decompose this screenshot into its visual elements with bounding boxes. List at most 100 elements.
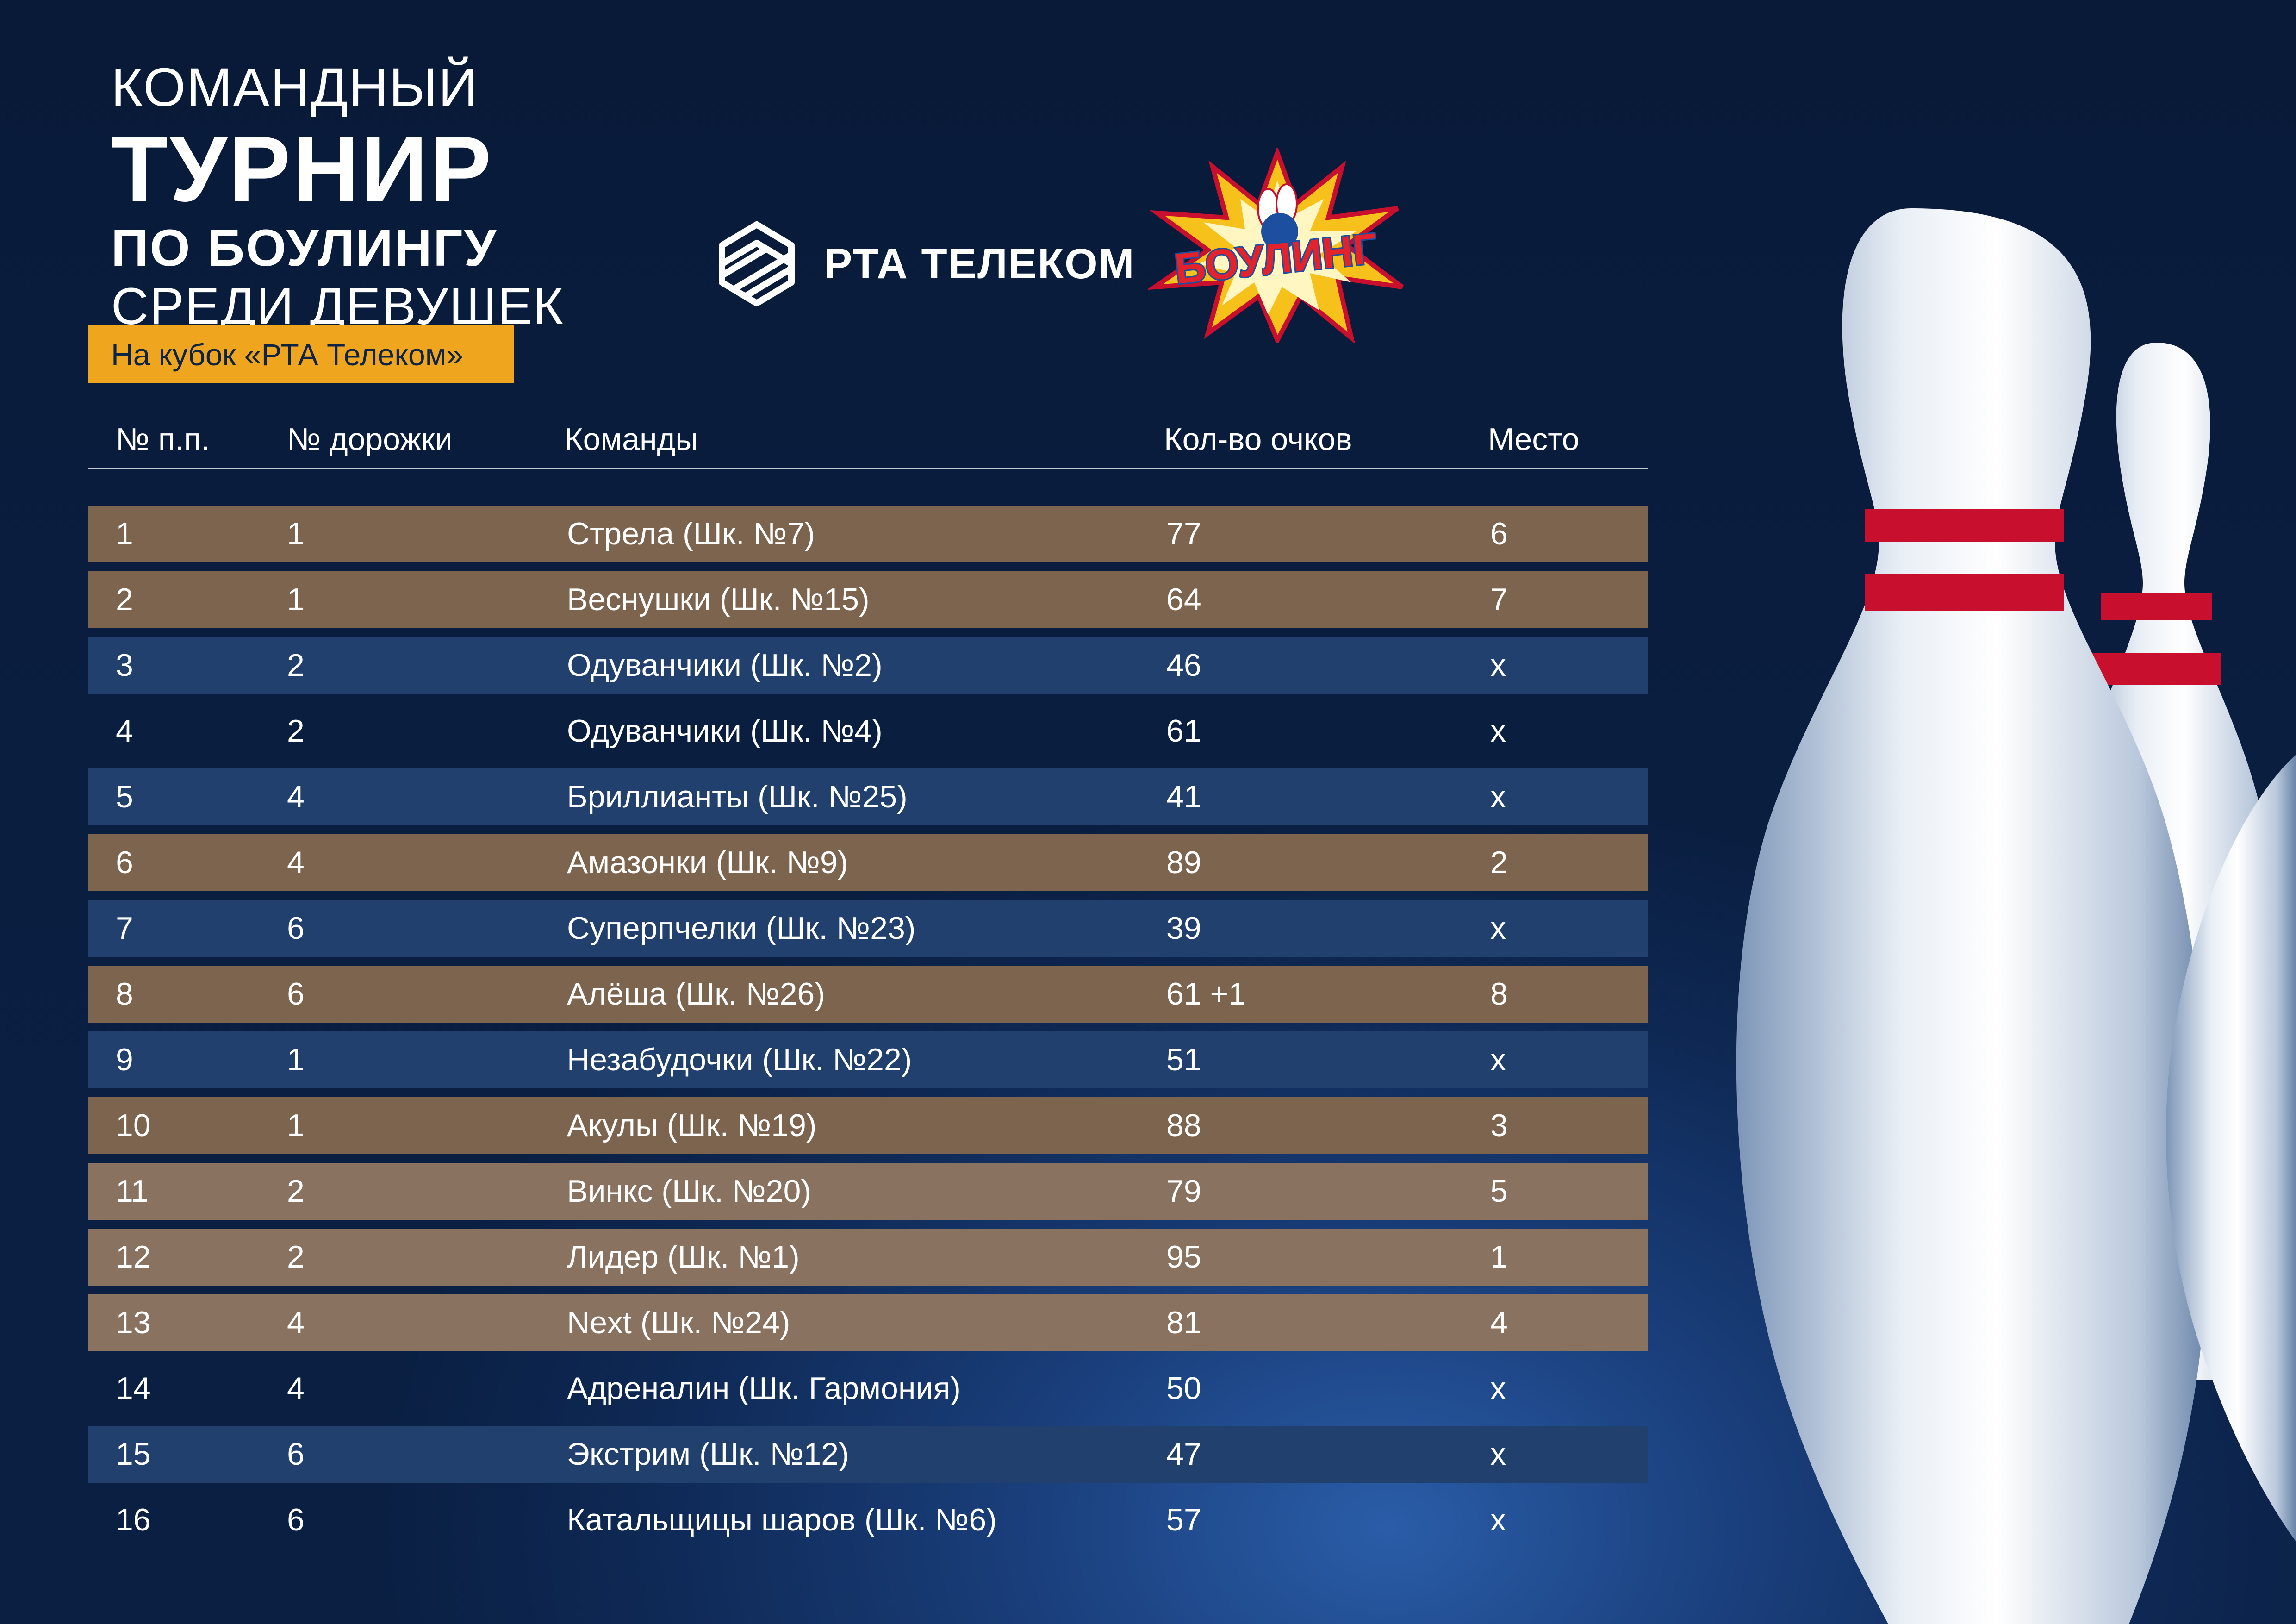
cell-team: Экстрим (Шк. №12) <box>567 1437 849 1472</box>
cell-points: 39 <box>1166 911 1201 946</box>
table-row: 12 2 Лидер (Шк. №1) 95 1 <box>88 1229 1648 1286</box>
cell-lane: 2 <box>287 648 305 683</box>
cell-points: 61 <box>1166 713 1201 749</box>
cell-points: 89 <box>1166 845 1201 880</box>
cell-points: 79 <box>1166 1174 1201 1209</box>
table-row: 13 4 Next (Шк. №24) 81 4 <box>88 1294 1648 1351</box>
bowling-logo-icon: БОУЛИНГ <box>1148 148 1404 343</box>
title-line-4: среди девушек <box>111 277 565 335</box>
cell-place: 7 <box>1490 582 1508 617</box>
cell-place: х <box>1490 1437 1506 1472</box>
cell-team: Катальщицы шаров (Шк. №6) <box>567 1502 997 1537</box>
header-team: Команды <box>565 422 698 457</box>
cell-place: 1 <box>1490 1239 1508 1274</box>
cell-lane: 2 <box>287 1174 305 1209</box>
front-pin <box>1736 208 2209 1624</box>
table-row: 8 6 Алёша (Шк. №26) 61 +1 8 <box>88 966 1648 1023</box>
cell-team: Алёша (Шк. №26) <box>567 976 825 1012</box>
cell-lane: 2 <box>287 1239 305 1274</box>
cell-lane: 1 <box>287 582 305 617</box>
table-row: 6 4 Амазонки (Шк. №9) 89 2 <box>88 834 1648 891</box>
cell-place: 6 <box>1490 516 1508 551</box>
cell-num: 14 <box>116 1371 151 1406</box>
cell-place: х <box>1490 648 1506 683</box>
cell-place: х <box>1490 1502 1506 1537</box>
header-points: Кол-во очков <box>1164 422 1352 457</box>
cell-lane: 4 <box>287 1305 305 1340</box>
title-line-1: Командный <box>111 57 479 118</box>
cell-num: 4 <box>116 713 133 749</box>
cell-place: 8 <box>1490 976 1508 1012</box>
cell-place: 4 <box>1490 1305 1508 1340</box>
rta-telecom-logo-text: РТА ТЕЛЕКОМ <box>824 240 1135 287</box>
cell-team: Одуванчики (Шк. №2) <box>567 648 883 683</box>
cell-lane: 6 <box>287 911 305 946</box>
cell-place: х <box>1490 911 1506 946</box>
cell-lane: 6 <box>287 1502 305 1537</box>
cell-team: Винкс (Шк. №20) <box>567 1174 812 1209</box>
cell-points: 46 <box>1166 648 1201 683</box>
cell-team: Адреналин (Шк. Гармония) <box>567 1371 961 1406</box>
cell-points: 41 <box>1166 779 1201 814</box>
cell-place: 3 <box>1490 1108 1508 1143</box>
cell-lane: 4 <box>287 845 305 880</box>
cell-num: 16 <box>116 1502 151 1537</box>
cell-num: 5 <box>116 779 133 814</box>
cell-place: 5 <box>1490 1174 1508 1209</box>
cell-points: 64 <box>1166 582 1201 617</box>
cell-team: Амазонки (Шк. №9) <box>567 845 848 880</box>
cell-points: 95 <box>1166 1239 1201 1274</box>
table-row: 14 4 Адреналин (Шк. Гармония) 50 х <box>88 1360 1648 1417</box>
table-row: 7 6 Суперпчелки (Шк. №23) 39 х <box>88 900 1648 957</box>
cell-place: х <box>1490 779 1506 814</box>
cell-points: 61 +1 <box>1166 976 1246 1012</box>
edge-pin <box>2166 755 2296 1542</box>
cell-num: 7 <box>116 911 133 946</box>
cell-num: 8 <box>116 976 133 1012</box>
cell-num: 10 <box>116 1108 151 1143</box>
cell-points: 50 <box>1166 1371 1201 1406</box>
table-header: № п.п. № дорожки Команды Кол-во очков Ме… <box>88 412 1648 468</box>
cell-team: Веснушки (Шк. №15) <box>567 582 870 617</box>
cell-num: 15 <box>116 1437 151 1472</box>
cell-num: 3 <box>116 648 133 683</box>
cell-team: Бриллианты (Шк. №25) <box>567 779 908 814</box>
cell-team: Next (Шк. №24) <box>567 1305 790 1340</box>
header-num: № п.п. <box>116 422 210 457</box>
title-line-3: по боулингу <box>111 219 498 277</box>
poster-title: Командный Турнир по боулингу среди девуш… <box>111 60 564 332</box>
cell-team: Акулы (Шк. №19) <box>567 1108 817 1143</box>
cell-points: 88 <box>1166 1108 1201 1143</box>
cell-lane: 1 <box>287 1108 305 1143</box>
cell-num: 11 <box>116 1174 149 1209</box>
table-row: 16 6 Катальщицы шаров (Шк. №6) 57 х <box>88 1492 1648 1549</box>
rta-telecom-logo-icon <box>719 221 795 306</box>
table-row: 3 2 Одуванчики (Шк. №2) 46 х <box>88 637 1648 694</box>
rta-telecom-logo: РТА ТЕЛЕКОМ <box>713 218 1135 310</box>
cell-place: х <box>1490 1371 1506 1406</box>
cell-team: Одуванчики (Шк. №4) <box>567 713 883 749</box>
cell-num: 1 <box>116 516 133 551</box>
bowling-pins-illustration <box>1736 208 2296 1624</box>
cell-num: 13 <box>116 1305 151 1340</box>
cell-lane: 1 <box>287 1042 305 1077</box>
cell-team: Стрела (Шк. №7) <box>567 516 815 551</box>
cell-lane: 4 <box>287 1371 305 1406</box>
cell-team: Незабудочки (Шк. №22) <box>567 1042 912 1077</box>
cell-team: Лидер (Шк. №1) <box>567 1239 800 1274</box>
table-row: 11 2 Винкс (Шк. №20) 79 5 <box>88 1163 1648 1220</box>
table-row: 4 2 Одуванчики (Шк. №4) 61 х <box>88 703 1648 760</box>
cell-place: 2 <box>1490 845 1508 880</box>
cell-points: 57 <box>1166 1502 1201 1537</box>
cell-lane: 6 <box>287 1437 305 1472</box>
cell-place: х <box>1490 713 1506 749</box>
cell-num: 2 <box>116 582 133 617</box>
header-place: Место <box>1488 422 1580 457</box>
header-divider <box>88 468 1648 469</box>
cell-lane: 6 <box>287 976 305 1012</box>
cell-team: Суперпчелки (Шк. №23) <box>567 911 916 946</box>
header-lane: № дорожки <box>287 422 453 457</box>
cell-lane: 2 <box>287 713 305 749</box>
table-row: 5 4 Бриллианты (Шк. №25) 41 х <box>88 768 1648 825</box>
cell-lane: 4 <box>287 779 305 814</box>
